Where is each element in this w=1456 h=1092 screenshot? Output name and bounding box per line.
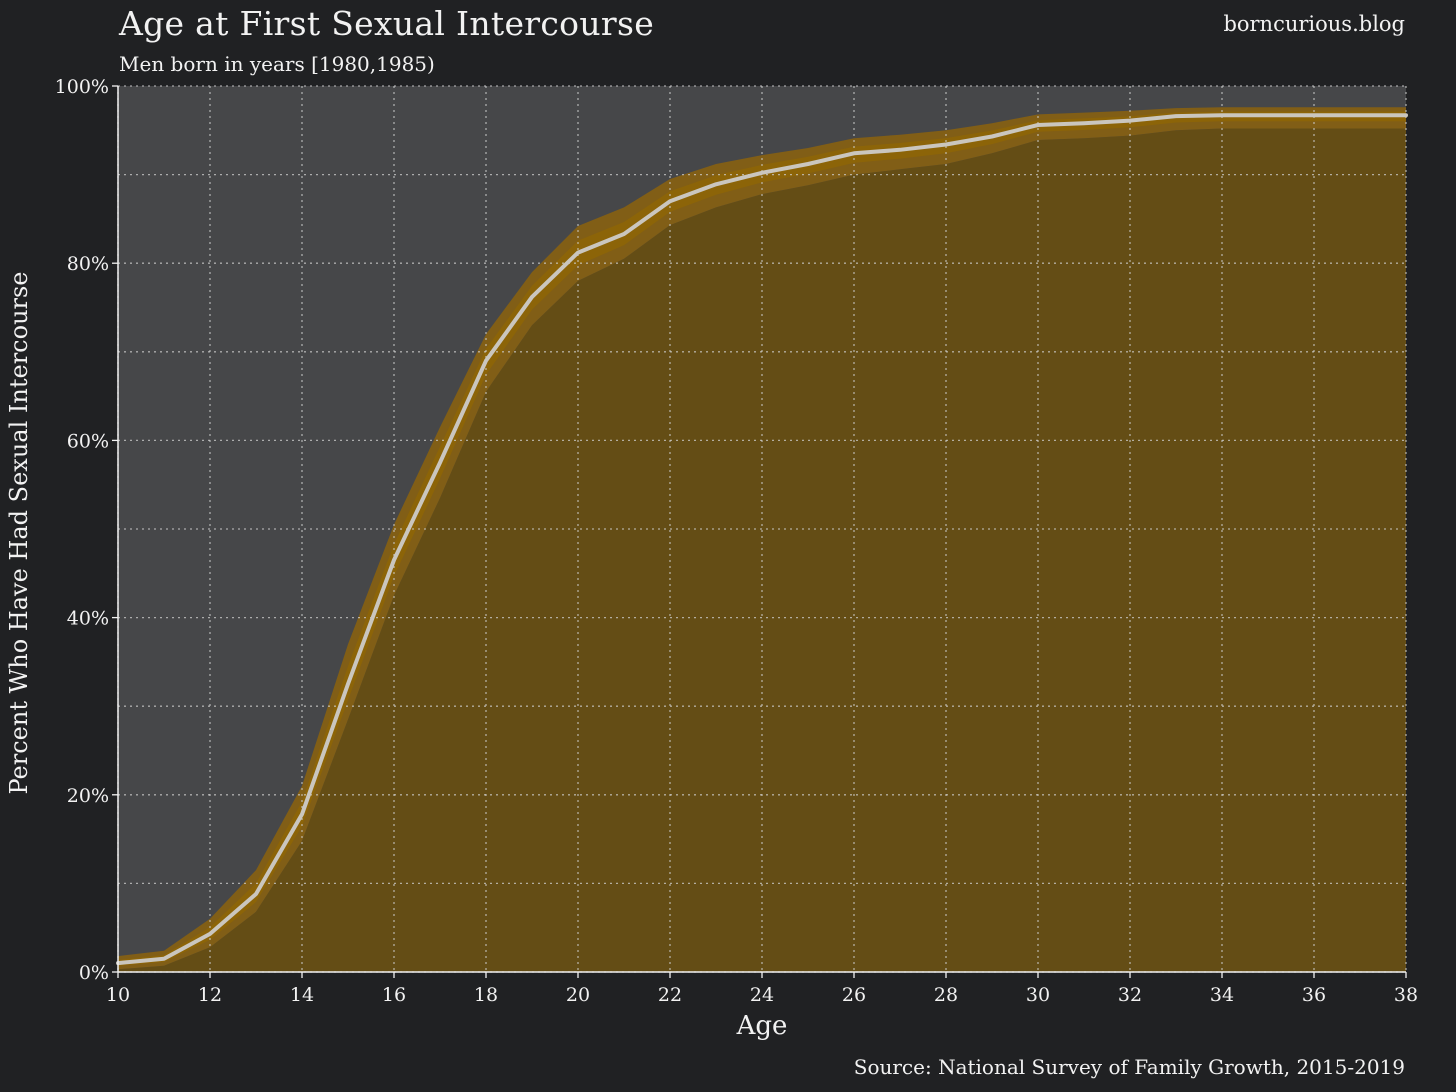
y-tick-label: 80%: [67, 253, 109, 275]
x-tick-label: 26: [842, 984, 866, 1006]
x-tick-label: 10: [106, 984, 130, 1006]
x-tick-label: 12: [198, 984, 222, 1006]
y-tick-label: 60%: [67, 430, 109, 452]
x-tick-label: 38: [1394, 984, 1418, 1006]
y-tick-label: 100%: [55, 76, 109, 98]
x-tick-label: 22: [658, 984, 682, 1006]
fill-layer: [118, 107, 1406, 972]
x-tick-label: 30: [1026, 984, 1050, 1006]
x-tick-label: 36: [1302, 984, 1326, 1006]
y-tick-label: 40%: [67, 608, 109, 630]
x-tick-label: 20: [566, 984, 590, 1006]
x-tick-label: 14: [290, 984, 314, 1006]
area-fill: [118, 128, 1406, 972]
line-layer: [116, 113, 1408, 966]
confidence-band-outer: [118, 107, 1406, 970]
chart-subtitle: Men born in years [1980,1985): [119, 52, 435, 76]
axis-layer: 10 12 14 16 18 20 22 24 26 28 30 32 34 36 38 0% 20% 40% 60…: [55, 76, 1418, 1006]
y-axis-label: Percent Who Have Had Sexual Intercourse: [5, 271, 33, 794]
x-tick-label: 28: [934, 984, 958, 1006]
x-tick-label: 18: [474, 984, 498, 1006]
x-tick-label: 16: [382, 984, 406, 1006]
watermark: borncurious.blog: [1223, 12, 1405, 36]
x-tick-label: 24: [750, 984, 774, 1006]
x-tick-label: 34: [1210, 984, 1234, 1006]
x-axis-label: Age: [736, 1011, 788, 1041]
source-note: Source: National Survey of Family Growth…: [854, 1055, 1405, 1079]
chart-title: Age at First Sexual Intercourse: [118, 4, 654, 43]
series-line: [116, 113, 1408, 966]
y-tick-label: 20%: [67, 785, 109, 807]
x-tick-label: 32: [1118, 984, 1142, 1006]
y-tick-label: 0%: [79, 962, 109, 984]
